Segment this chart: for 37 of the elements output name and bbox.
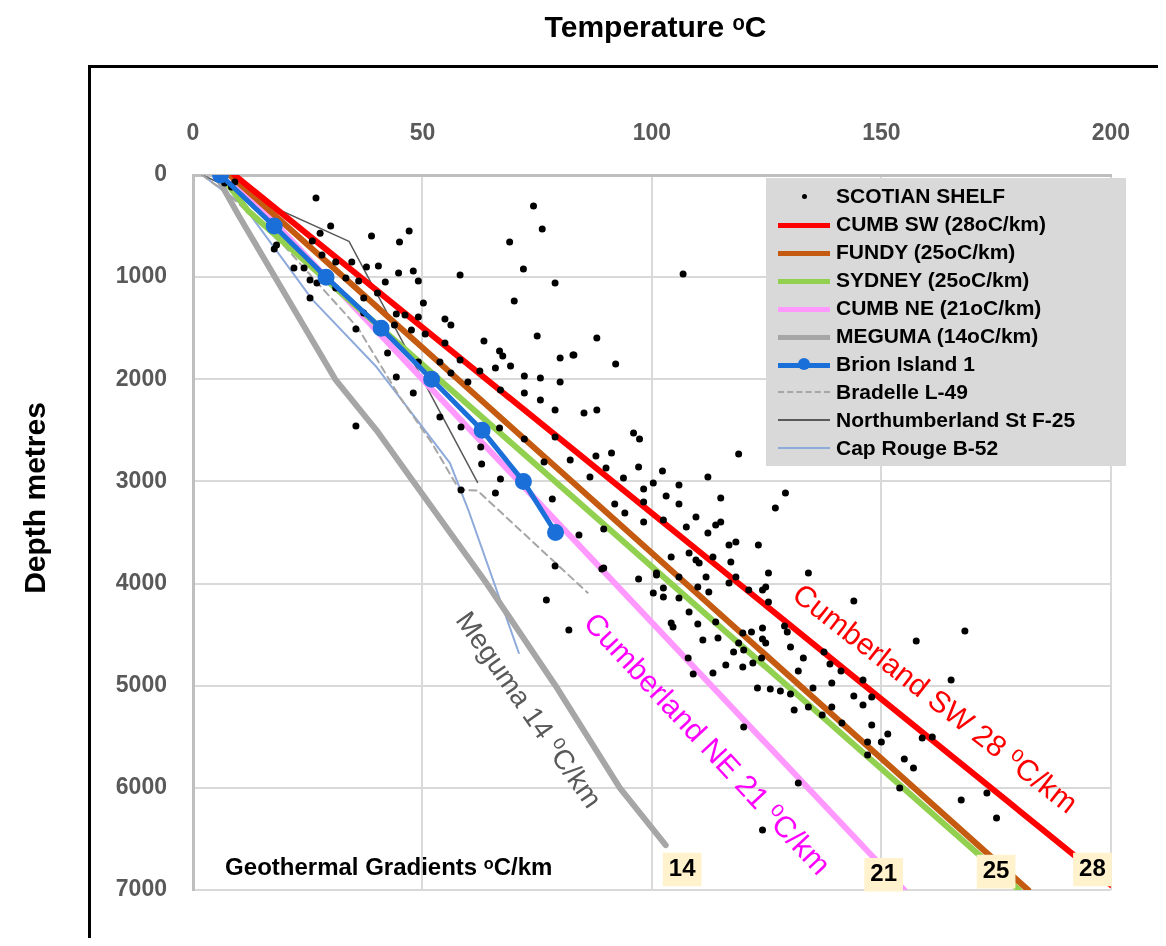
y-tick-label: 4000 xyxy=(115,568,167,595)
y-tick-label: 0 xyxy=(154,160,167,187)
point xyxy=(265,217,283,235)
legend-label: MEGUMA (14oC/km) xyxy=(836,324,1039,348)
y-axis-title: Depth metres xyxy=(18,401,52,596)
legend-label: Cap Rouge B-52 xyxy=(836,436,999,460)
y-tick-label: 2000 xyxy=(115,364,167,391)
legend-label: SYDNEY (25oC/km) xyxy=(836,268,1030,292)
point xyxy=(514,472,532,490)
point xyxy=(423,370,441,388)
legend-label: Northumberland St F-25 xyxy=(836,408,1076,432)
point xyxy=(473,421,491,439)
point xyxy=(372,319,390,337)
annotation: Geothermal Gradients ᵒC/km xyxy=(225,853,553,881)
y-tick-label: 7000 xyxy=(115,875,167,902)
x-tick-label: 150 xyxy=(862,118,901,145)
annotation: 25 xyxy=(982,856,1010,884)
legend-label: SCOTIAN SHELF xyxy=(836,184,1006,208)
y-tick-label: 3000 xyxy=(115,466,167,493)
legend-label: Bradelle L-49 xyxy=(836,380,968,404)
x-tick-label: 100 xyxy=(632,118,672,145)
x-tick-label: 50 xyxy=(409,118,436,145)
x-tick-label: 0 xyxy=(186,118,200,145)
legend-label: Brion Island 1 xyxy=(836,352,975,376)
x-tick-label: 200 xyxy=(1091,118,1130,145)
legend-label: CUMB NE (21oC/km) xyxy=(836,296,1042,320)
y-tick-label: 6000 xyxy=(115,773,167,800)
y-tick-label: 1000 xyxy=(115,262,167,289)
point xyxy=(317,268,335,286)
x-axis-title: Temperature ᵒC xyxy=(543,10,768,44)
annotation: 28 xyxy=(1079,854,1106,882)
annotation: 21 xyxy=(870,859,898,887)
point xyxy=(547,524,565,541)
legend-label: FUNDY (25oC/km) xyxy=(836,240,1016,264)
y-tick-label: 5000 xyxy=(115,671,167,698)
legend-label: CUMB SW (28oC/km) xyxy=(836,212,1047,236)
annotation: 14 xyxy=(668,854,697,882)
